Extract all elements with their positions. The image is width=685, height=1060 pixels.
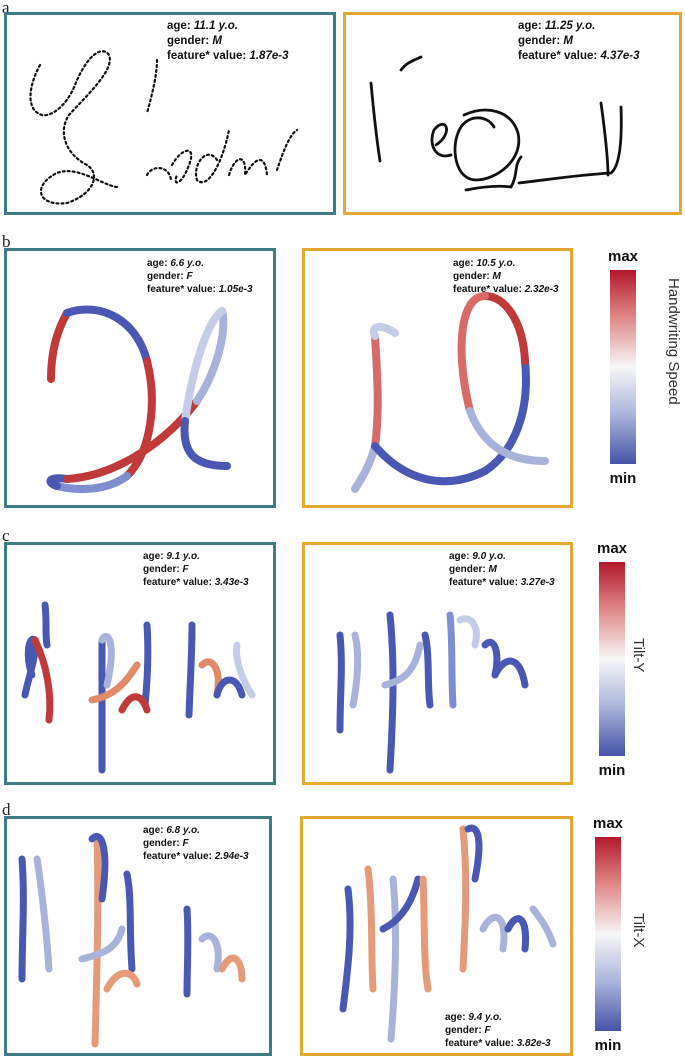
colorbar-title: Tilt-Y xyxy=(630,638,647,673)
gender-value: M xyxy=(212,35,222,47)
feature-value: 3.82e-3 xyxy=(516,1038,551,1049)
gender-value: F xyxy=(182,838,189,849)
info-block: age: 6.8 y.o. gender: F feature* value: … xyxy=(143,825,249,862)
feature-value: 1.05e-3 xyxy=(218,284,253,295)
handwriting-trace xyxy=(18,833,246,1048)
colorbar-tilt-y: max min Tilt-Y xyxy=(587,540,682,785)
colorbar-min-label: min xyxy=(594,1037,622,1054)
colorbar-gradient xyxy=(610,270,636,464)
handwriting-trace xyxy=(29,50,299,205)
feature-value: 3.43e-3 xyxy=(214,577,249,588)
colorbar-tilt-x: max min Tilt-X xyxy=(583,815,683,1060)
panel-b-left: age: 6.6 y.o. gender: F feature* value: … xyxy=(4,248,276,508)
age-value: 11.1 y.o. xyxy=(193,20,238,32)
info-block: age: 9.1 y.o. gender: F feature* value: … xyxy=(143,551,249,588)
panel-d-left: age: 6.8 y.o. gender: F feature* value: … xyxy=(4,816,272,1056)
colorbar-min-label: min xyxy=(609,470,637,487)
panel-b-right: age: 10.5 y.o. gender: M feature* value:… xyxy=(302,248,573,508)
panel-d-right: age: 9.4 y.o. gender: F feature* value: … xyxy=(300,816,573,1056)
feature-value: 3.27e-3 xyxy=(520,577,555,588)
age-value: 11.25 y.o. xyxy=(544,20,596,32)
info-block: age: 11.1 y.o. gender: M feature* value:… xyxy=(167,20,289,62)
info-block: age: 9.4 y.o. gender: F feature* value: … xyxy=(445,1012,551,1049)
gender-value: M xyxy=(563,35,573,47)
colorbar-max-label: max xyxy=(592,815,624,832)
handwriting-trace xyxy=(336,611,529,774)
info-block: age: 10.5 y.o. gender: M feature* value:… xyxy=(453,258,559,295)
feature-value: 2.32e-3 xyxy=(524,284,559,295)
gender-value: F xyxy=(484,1025,491,1036)
handwriting-trace xyxy=(21,601,256,774)
age-value: 9.0 y.o. xyxy=(472,551,506,562)
gender-value: M xyxy=(488,564,497,575)
handwriting-trace xyxy=(46,305,231,493)
handwriting-trace xyxy=(351,292,549,493)
panel-a-right: age: 11.25 y.o. gender: M feature* value… xyxy=(343,12,682,215)
panel-label-d: d xyxy=(2,800,11,819)
colorbar-max-label: max xyxy=(596,540,628,557)
panel-label-a: a xyxy=(2,0,10,17)
gender-value: F xyxy=(182,564,189,575)
info-block: age: 6.6 y.o. gender: F feature* value: … xyxy=(147,258,253,295)
panel-label-c: c xyxy=(2,526,10,545)
age-value: 9.4 y.o. xyxy=(468,1012,502,1023)
colorbar-handwriting-speed: max min Handwriting Speed xyxy=(598,248,685,493)
handwriting-trace xyxy=(369,55,623,192)
feature-value: 4.37e-3 xyxy=(600,50,640,62)
panel-c-left: age: 9.1 y.o. gender: F feature* value: … xyxy=(4,542,276,785)
info-block: age: 11.25 y.o. gender: M feature* value… xyxy=(518,20,640,62)
panel-label-b: b xyxy=(2,232,11,251)
colorbar-title: Tilt-X xyxy=(630,913,647,948)
gender-value: F xyxy=(186,271,193,282)
panel-c-right: age: 9.0 y.o. gender: M feature* value: … xyxy=(302,542,573,785)
feature-value: 2.94e-3 xyxy=(214,851,249,862)
panel-a-left: age: 11.1 y.o. gender: M feature* value:… xyxy=(4,12,336,215)
age-value: 9.1 y.o. xyxy=(166,551,200,562)
info-block: age: 9.0 y.o. gender: M feature* value: … xyxy=(449,551,555,588)
age-value: 6.8 y.o. xyxy=(166,825,200,836)
gender-value: M xyxy=(492,271,501,282)
colorbar-min-label: min xyxy=(598,762,626,779)
handwriting-trace xyxy=(339,824,557,1043)
colorbar-max-label: max xyxy=(607,248,639,265)
age-value: 6.6 y.o. xyxy=(170,258,204,269)
colorbar-gradient xyxy=(595,837,621,1031)
colorbar-gradient xyxy=(599,562,625,756)
feature-value: 1.87e-3 xyxy=(249,50,289,62)
colorbar-title: Handwriting Speed xyxy=(665,278,682,405)
age-value: 10.5 y.o. xyxy=(476,258,516,269)
